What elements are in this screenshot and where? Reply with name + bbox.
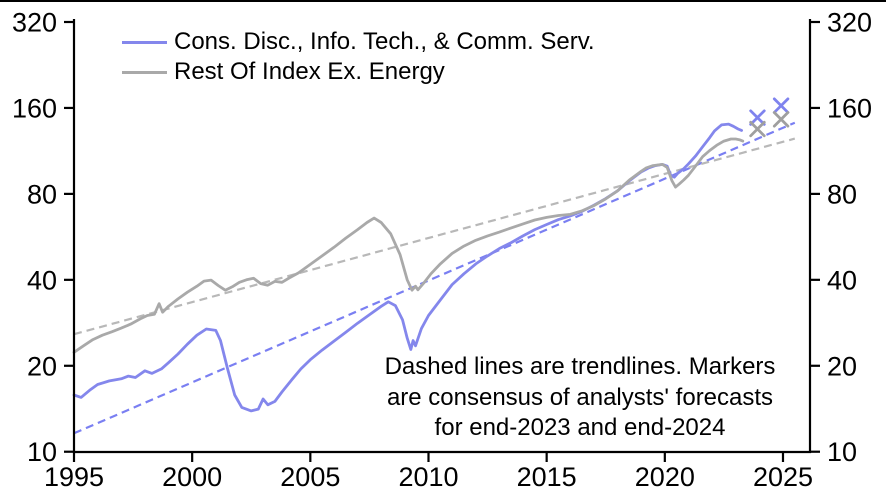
chart-annotation: Dashed lines are trendlines. Markers are… — [384, 353, 776, 441]
forecast-marker-2 — [749, 120, 766, 138]
x-tick-label: 2025 — [753, 462, 813, 492]
legend: Cons. Disc., Info. Tech., & Comm. Serv. … — [122, 27, 595, 87]
trendline-1 — [73, 137, 796, 336]
x-tick-label: 1995 — [44, 462, 104, 492]
y-tick-label-right: 20 — [827, 351, 857, 381]
x-tick-label: 2010 — [398, 462, 458, 492]
legend-label-cons-disc: Cons. Disc., Info. Tech., & Comm. Serv. — [174, 28, 595, 55]
x-tick-label: 2005 — [280, 462, 340, 492]
y-tick-label-left: 160 — [12, 93, 57, 123]
y-tick-label-left: 40 — [27, 265, 57, 295]
legend-line-swatch-gray — [122, 70, 167, 74]
y-tick-label-left: 320 — [12, 8, 57, 38]
legend-label-rest-of-index: Rest Of Index Ex. Energy — [174, 58, 445, 85]
legend-item-rest-of-index: Rest Of Index Ex. Energy — [122, 57, 595, 87]
axis-spines — [72, 19, 812, 454]
y-tick-label-left: 20 — [27, 351, 57, 381]
y-tick-label-right: 320 — [827, 8, 872, 38]
legend-line-swatch-blue — [122, 40, 167, 44]
forecast-marker-1 — [772, 97, 790, 114]
y-tick-label-left: 80 — [27, 179, 57, 209]
series-line-1 — [72, 137, 745, 354]
y-tick-label-left: 10 — [27, 437, 57, 467]
x-tick-label: 2000 — [162, 462, 222, 492]
y-tick-label-right: 160 — [827, 93, 872, 123]
y-tick-label-right: 40 — [827, 265, 857, 295]
y-tick-label-right: 10 — [827, 437, 857, 467]
x-tick-label: 2015 — [517, 462, 577, 492]
y-tick-label-right: 80 — [827, 179, 857, 209]
x-tick-label: 2020 — [635, 462, 695, 492]
forecast-marker-3 — [772, 111, 790, 128]
legend-item-cons-disc: Cons. Disc., Info. Tech., & Comm. Serv. — [122, 27, 595, 57]
trendline-0 — [73, 121, 796, 435]
forecast-marker-0 — [749, 109, 766, 126]
